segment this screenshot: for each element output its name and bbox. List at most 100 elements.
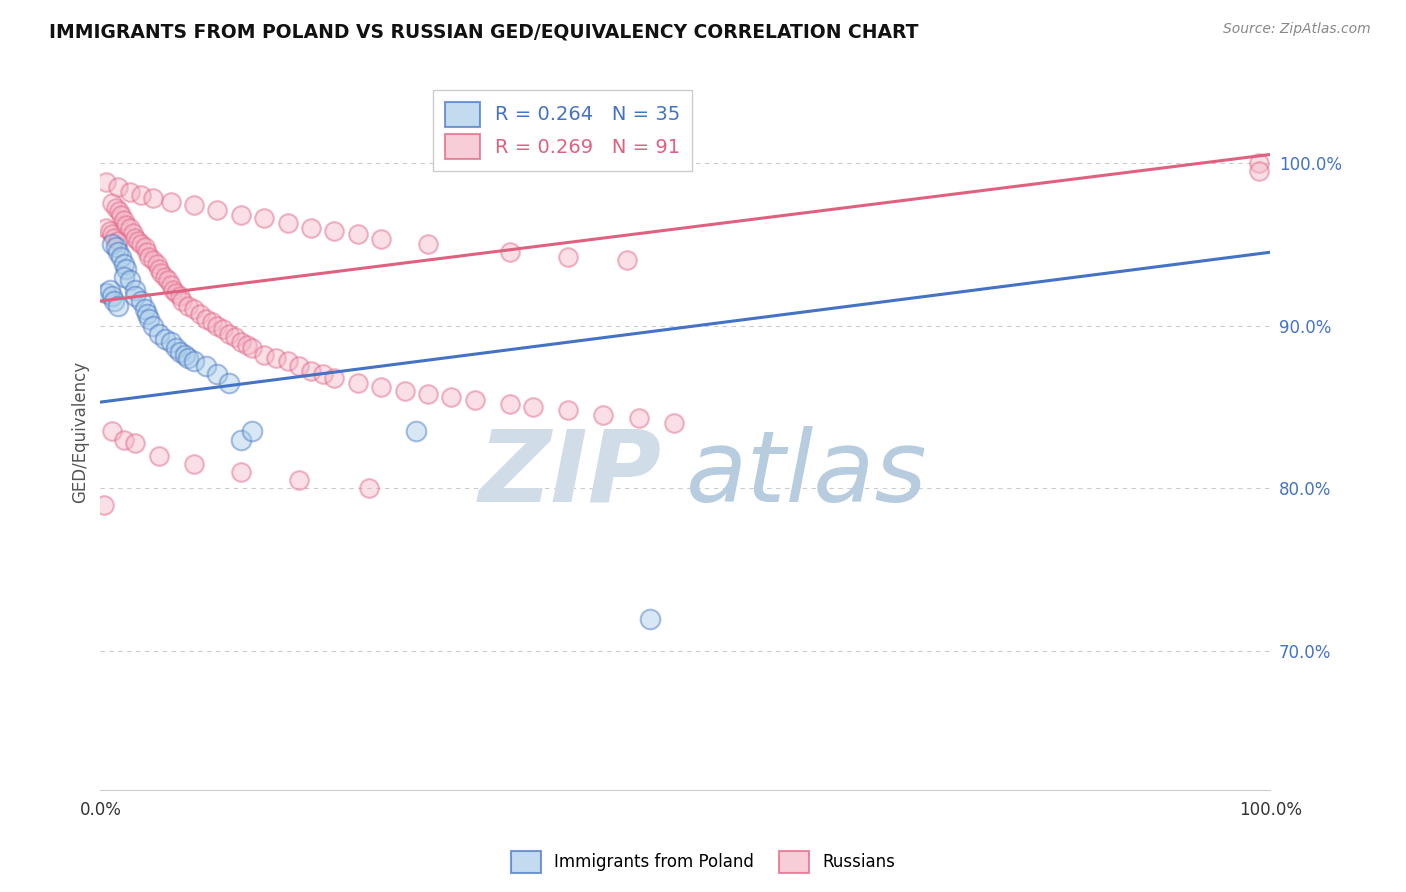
Point <box>416 387 439 401</box>
Point <box>104 240 127 254</box>
Point <box>640 612 662 626</box>
Point <box>288 359 311 374</box>
Point <box>142 253 165 268</box>
Point <box>142 318 165 333</box>
Point <box>159 334 181 349</box>
Point <box>157 273 180 287</box>
Point <box>118 220 141 235</box>
Point <box>183 198 205 212</box>
Point <box>242 425 264 439</box>
Point <box>153 269 176 284</box>
Text: atlas: atlas <box>685 426 927 523</box>
Point <box>138 312 160 326</box>
Point <box>124 435 146 450</box>
Point <box>229 208 252 222</box>
Point <box>165 285 187 300</box>
Point <box>148 326 170 341</box>
Point <box>98 224 121 238</box>
Point <box>416 237 439 252</box>
Point <box>1247 163 1270 178</box>
Point <box>118 185 141 199</box>
Point <box>311 368 333 382</box>
Point <box>188 307 211 321</box>
Point <box>142 191 165 205</box>
Point <box>212 322 235 336</box>
Point <box>218 376 240 390</box>
Y-axis label: GED/Equivalency: GED/Equivalency <box>72 360 89 502</box>
Point <box>183 302 205 317</box>
Point <box>394 384 416 398</box>
Point <box>229 433 252 447</box>
Point <box>499 245 522 260</box>
Point <box>104 201 127 215</box>
Point <box>627 411 650 425</box>
Point <box>134 302 156 317</box>
Point <box>107 245 129 260</box>
Point <box>127 234 149 248</box>
Point <box>96 175 118 189</box>
Point <box>224 330 246 344</box>
Point <box>110 250 132 264</box>
Legend: R = 0.264   N = 35, R = 0.269   N = 91: R = 0.264 N = 35, R = 0.269 N = 91 <box>433 90 692 171</box>
Point <box>136 245 159 260</box>
Point <box>159 277 181 292</box>
Point <box>173 348 195 362</box>
Point <box>145 257 167 271</box>
Point <box>101 289 124 303</box>
Point <box>370 380 392 394</box>
Point <box>148 261 170 276</box>
Point <box>218 326 240 341</box>
Point <box>101 237 124 252</box>
Point <box>177 351 200 365</box>
Text: Source: ZipAtlas.com: Source: ZipAtlas.com <box>1223 22 1371 37</box>
Point <box>662 417 685 431</box>
Point <box>115 218 138 232</box>
Point <box>194 359 217 374</box>
Point <box>153 332 176 346</box>
Point <box>177 299 200 313</box>
Point <box>134 240 156 254</box>
Point <box>101 227 124 242</box>
Point <box>277 216 299 230</box>
Point <box>103 230 125 244</box>
Point <box>405 425 427 439</box>
Point <box>101 425 124 439</box>
Point <box>112 257 135 271</box>
Point <box>207 318 229 333</box>
Point <box>522 400 544 414</box>
Point <box>277 354 299 368</box>
Point <box>115 261 138 276</box>
Point <box>299 364 322 378</box>
Point <box>103 294 125 309</box>
Point <box>112 212 135 227</box>
Point <box>253 211 276 225</box>
Point <box>96 285 118 300</box>
Point <box>207 202 229 217</box>
Point <box>557 403 579 417</box>
Point <box>93 498 115 512</box>
Point <box>124 230 146 244</box>
Point <box>98 283 121 297</box>
Point <box>1247 155 1270 169</box>
Point <box>229 465 252 479</box>
Point <box>112 433 135 447</box>
Point <box>194 312 217 326</box>
Point <box>124 289 146 303</box>
Point <box>616 253 638 268</box>
Point <box>264 351 287 365</box>
Point <box>172 294 194 309</box>
Point <box>557 250 579 264</box>
Text: ZIP: ZIP <box>479 426 662 523</box>
Point <box>165 342 187 356</box>
Point <box>323 370 346 384</box>
Point <box>200 315 222 329</box>
Point <box>288 473 311 487</box>
Point <box>207 368 229 382</box>
Point <box>499 397 522 411</box>
Point <box>118 273 141 287</box>
Point <box>183 457 205 471</box>
Point <box>169 289 191 303</box>
Point <box>592 408 614 422</box>
Point <box>183 354 205 368</box>
Point <box>122 226 145 240</box>
